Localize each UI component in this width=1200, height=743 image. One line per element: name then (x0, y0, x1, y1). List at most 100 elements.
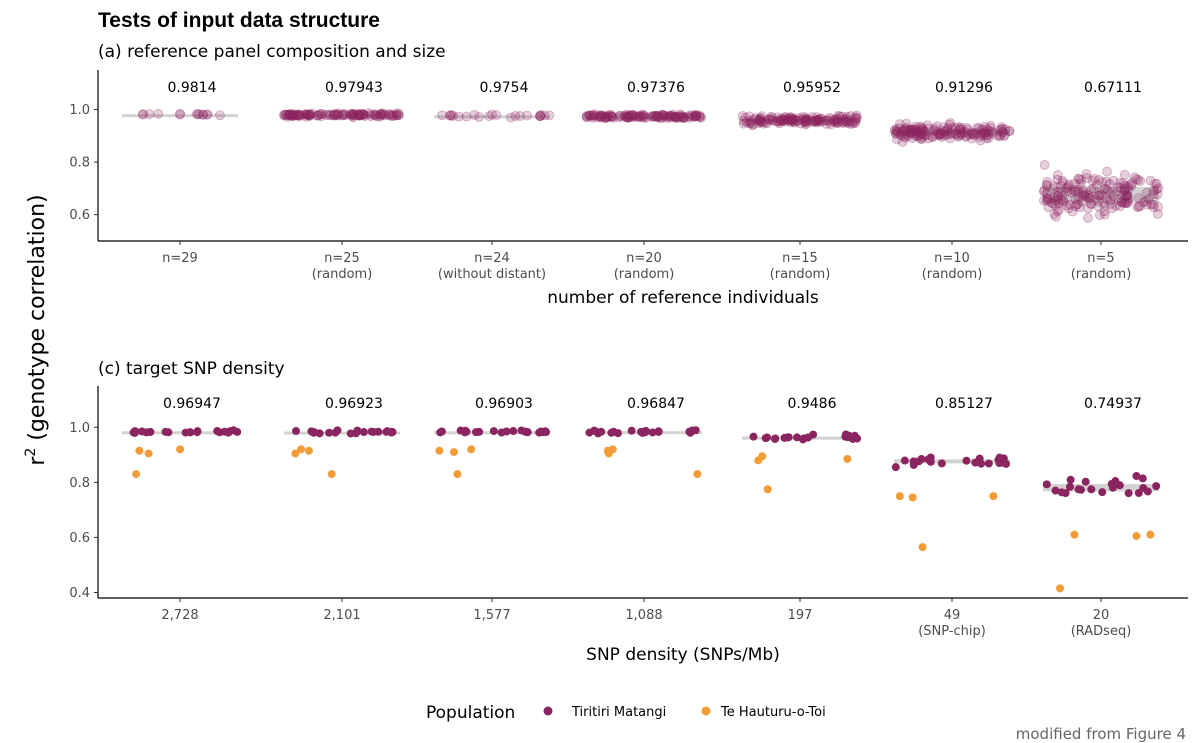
data-point (843, 433, 852, 442)
data-point (607, 111, 618, 122)
data-point (690, 111, 701, 122)
data-point (673, 111, 684, 122)
data-point (814, 114, 825, 125)
data-point (994, 125, 1005, 136)
data-point (1122, 190, 1133, 201)
data-point (815, 113, 826, 124)
data-point (175, 108, 186, 119)
data-point (996, 124, 1007, 135)
data-point (1078, 188, 1089, 199)
data-point (233, 427, 242, 436)
data-point (1105, 194, 1116, 205)
data-point (979, 121, 990, 132)
mean-label: 0.97376 (627, 80, 685, 96)
data-point (795, 118, 806, 129)
data-point (946, 129, 956, 140)
data-point (931, 129, 941, 140)
data-point (767, 115, 778, 126)
data-point (831, 113, 842, 124)
x-tick-label: 20 (1093, 608, 1110, 623)
data-point (623, 112, 634, 123)
mean-label: 0.67111 (1084, 80, 1142, 96)
data-point (907, 125, 918, 136)
box (586, 115, 702, 119)
data-point (1141, 187, 1152, 198)
data-point (987, 126, 998, 137)
data-point (807, 112, 818, 122)
data-point (998, 127, 1009, 138)
data-point (938, 126, 948, 136)
data-point (764, 114, 775, 125)
data-point (689, 111, 699, 122)
x-tick-label: n=10 (934, 251, 970, 266)
data-point (738, 118, 749, 129)
data-point (384, 109, 395, 120)
data-point (594, 429, 603, 438)
data-point (1146, 199, 1157, 210)
data-point (641, 112, 652, 123)
data-point (634, 111, 645, 121)
data-point (328, 110, 339, 121)
data-point (902, 128, 913, 139)
data-point (375, 109, 386, 120)
data-point (608, 112, 619, 123)
data-point (994, 131, 1005, 142)
data-point (890, 126, 901, 136)
data-point (1004, 126, 1015, 137)
data-point (923, 133, 934, 144)
data-point (355, 109, 365, 119)
data-point (788, 116, 799, 127)
data-point (1122, 190, 1133, 201)
data-point (784, 112, 795, 123)
data-point-hauturu (291, 449, 300, 458)
data-point (922, 120, 933, 131)
data-point (892, 126, 902, 137)
data-point (684, 112, 695, 123)
data-point (910, 128, 921, 139)
data-point (824, 112, 835, 123)
data-point (915, 133, 926, 144)
data-point (393, 110, 404, 121)
data-point (652, 111, 662, 122)
data-point (1087, 485, 1096, 494)
data-point (678, 112, 689, 123)
data-point (979, 128, 990, 139)
data-point (307, 108, 318, 119)
data-point (377, 108, 388, 119)
data-point (665, 110, 676, 121)
data-point (175, 109, 185, 120)
data-point (772, 116, 783, 127)
data-point (808, 116, 819, 127)
data-point (1142, 199, 1152, 210)
x-tick-label: n=24 (474, 251, 510, 266)
data-point (774, 116, 785, 126)
data-point (1131, 174, 1142, 185)
data-point (956, 129, 967, 140)
data-point (944, 119, 955, 130)
data-point (631, 112, 642, 122)
data-point (302, 109, 313, 120)
data-point (370, 110, 381, 121)
data-point-hauturu (895, 492, 904, 501)
data-point (825, 114, 836, 125)
data-point (377, 109, 387, 119)
data-point (337, 110, 348, 121)
data-point (668, 111, 679, 122)
data-point (595, 112, 606, 123)
data-point (1096, 190, 1107, 200)
y-tick-label: 0.8 (69, 476, 90, 491)
data-point (781, 116, 791, 127)
data-point-hauturu (918, 543, 927, 552)
data-point (293, 109, 304, 120)
data-point (763, 114, 774, 125)
data-point (738, 115, 749, 126)
data-point (845, 111, 856, 121)
data-point (953, 130, 964, 141)
data-point (303, 110, 314, 121)
data-point (1048, 183, 1058, 194)
data-point (146, 427, 155, 436)
data-point (976, 124, 987, 135)
data-point (942, 123, 953, 134)
data-point (541, 427, 550, 436)
data-point (779, 114, 789, 125)
